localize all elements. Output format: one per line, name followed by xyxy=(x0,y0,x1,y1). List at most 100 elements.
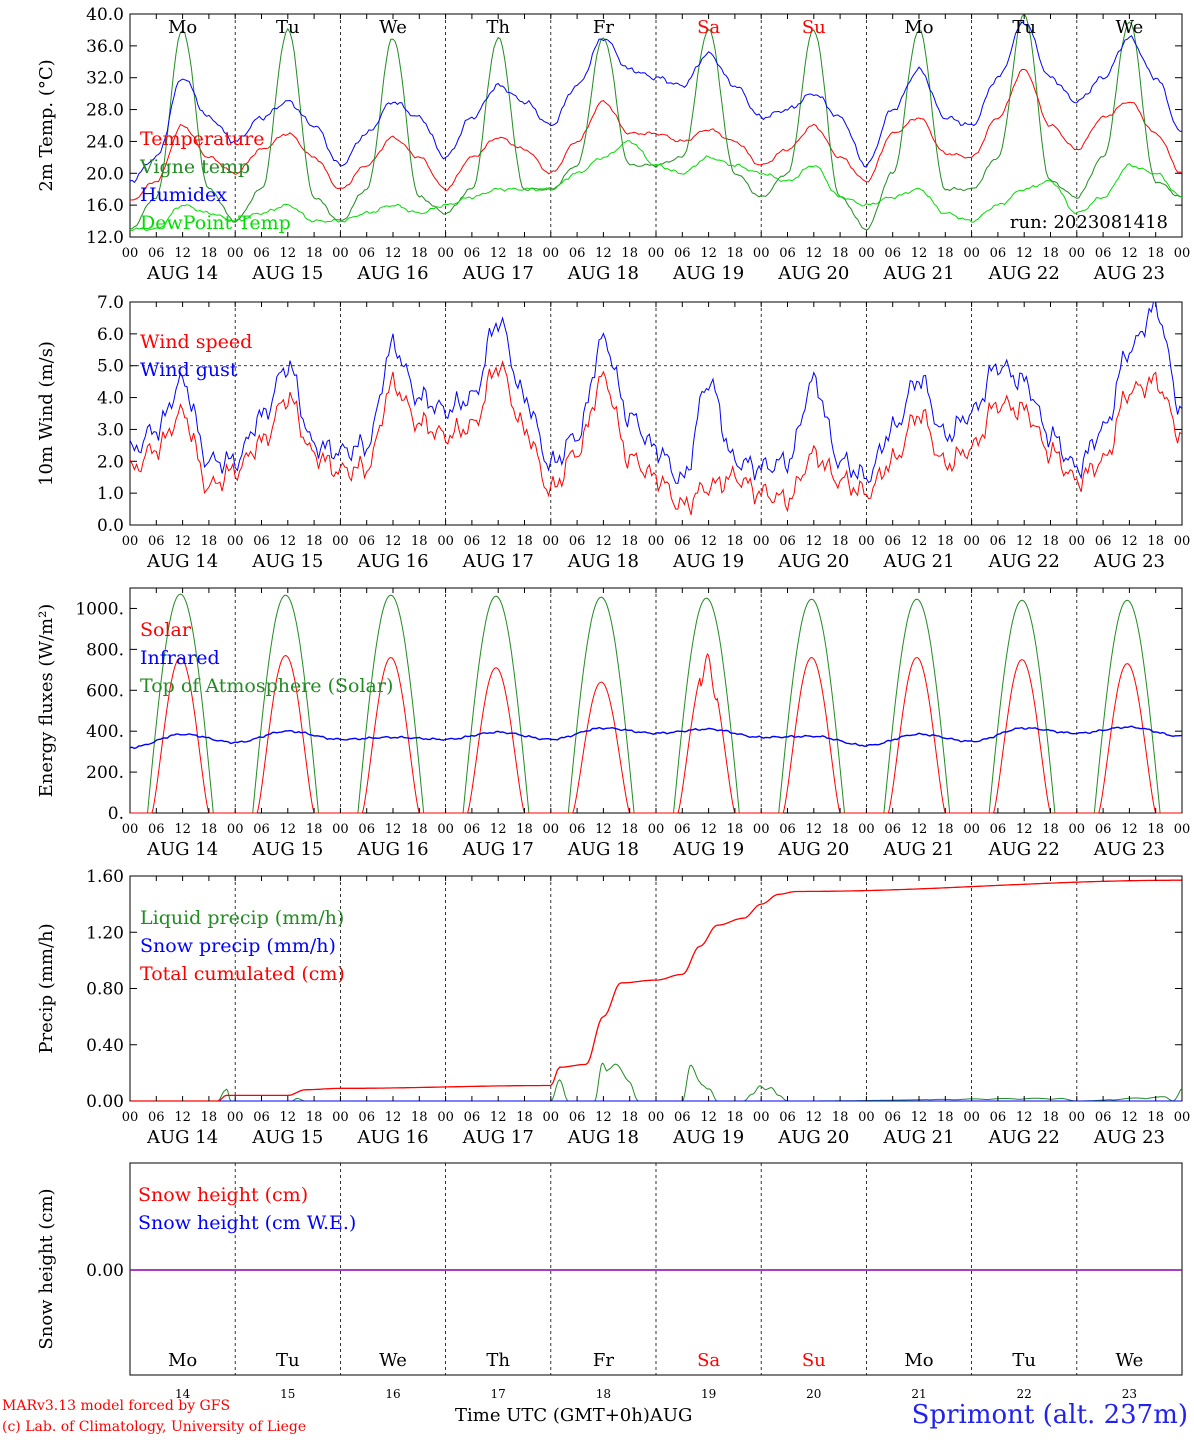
date-label: AUG 20 xyxy=(777,839,849,860)
hour-tick-label: 00 xyxy=(122,246,139,261)
station-name: Sprimont (alt. 237m) xyxy=(911,1400,1188,1430)
hour-tick-label: 12 xyxy=(174,822,191,837)
hour-tick-label: 12 xyxy=(911,1110,928,1125)
model-credit: MARv3.13 model forced by GFS xyxy=(2,1398,231,1414)
hour-tick-label: 00 xyxy=(753,534,770,549)
hour-tick-label: 06 xyxy=(779,246,796,261)
y-tick-label: 3.0 xyxy=(97,420,124,440)
weekday-label: Su xyxy=(802,1350,826,1371)
date-label: AUG 19 xyxy=(672,1127,744,1148)
hour-tick-label: 00 xyxy=(1174,534,1191,549)
date-label: AUG 22 xyxy=(988,551,1060,572)
hour-tick-label: 12 xyxy=(174,246,191,261)
hour-tick-label: 12 xyxy=(280,1110,297,1125)
hour-tick-label: 12 xyxy=(174,534,191,549)
date-label: AUG 21 xyxy=(882,839,954,860)
hour-tick-label: 12 xyxy=(1016,822,1033,837)
weekday-label: Th xyxy=(486,1350,510,1371)
hour-tick-label: 12 xyxy=(385,1110,402,1125)
date-label: AUG 16 xyxy=(356,839,428,860)
hour-tick-label: 06 xyxy=(148,822,165,837)
hour-tick-label: 00 xyxy=(858,246,875,261)
hour-tick-label: 18 xyxy=(1042,1110,1059,1125)
hour-tick-label: 06 xyxy=(674,246,691,261)
hour-tick-label: 12 xyxy=(490,1110,507,1125)
date-label: AUG 23 xyxy=(1093,839,1165,860)
hour-tick-label: 06 xyxy=(1095,1110,1112,1125)
hour-tick-label: 06 xyxy=(1095,534,1112,549)
y-tick-label: 36.0 xyxy=(86,37,124,57)
hour-tick-label: 00 xyxy=(543,534,560,549)
y-tick-label: 20.0 xyxy=(86,164,124,184)
y-tick-label: 600. xyxy=(86,681,124,701)
y-tick-label: 12.0 xyxy=(86,228,124,248)
legend-entry: Snow precip (mm/h) xyxy=(140,935,336,957)
hour-tick-label: 12 xyxy=(280,246,297,261)
hour-tick-label: 12 xyxy=(490,246,507,261)
hour-tick-label: 18 xyxy=(201,822,218,837)
hour-tick-label: 00 xyxy=(963,822,980,837)
hour-tick-label: 00 xyxy=(648,1110,665,1125)
hour-tick-label: 06 xyxy=(1095,822,1112,837)
hour-tick-label: 18 xyxy=(621,822,638,837)
date-label: AUG 17 xyxy=(462,263,534,284)
hour-tick-label: 12 xyxy=(700,246,717,261)
date-label: AUG 20 xyxy=(777,551,849,572)
hour-tick-label: 00 xyxy=(122,534,139,549)
hour-tick-label: 00 xyxy=(227,534,244,549)
y-axis-label: Precip (mm/h) xyxy=(36,923,57,1053)
hour-tick-label: 06 xyxy=(779,534,796,549)
hour-tick-label: 06 xyxy=(674,822,691,837)
run-label: run: 2023081418 xyxy=(1010,212,1168,233)
hour-tick-label: 06 xyxy=(674,1110,691,1125)
hour-tick-label: 00 xyxy=(332,246,349,261)
hour-tick-label: 06 xyxy=(990,1110,1007,1125)
day-number-label: 23 xyxy=(1122,1387,1137,1401)
weekday-label: We xyxy=(1116,1350,1144,1371)
hour-tick-label: 12 xyxy=(595,246,612,261)
hour-tick-label: 12 xyxy=(911,246,928,261)
date-label: AUG 14 xyxy=(146,551,218,572)
weekday-label: Mo xyxy=(904,1350,933,1371)
hour-tick-label: 12 xyxy=(1121,822,1138,837)
hour-tick-label: 00 xyxy=(1069,1110,1086,1125)
y-axis-label: 10m Wind (m/s) xyxy=(36,341,57,486)
hour-tick-label: 06 xyxy=(569,534,586,549)
hour-tick-label: 18 xyxy=(201,534,218,549)
hour-tick-label: 12 xyxy=(490,822,507,837)
legend-entry: Wind gust xyxy=(140,359,238,381)
hour-tick-label: 18 xyxy=(516,822,533,837)
hour-tick-label: 00 xyxy=(858,1110,875,1125)
hour-tick-label: 06 xyxy=(148,1110,165,1125)
legend-entry: Total cumulated (cm) xyxy=(140,963,345,985)
hour-tick-label: 18 xyxy=(937,1110,954,1125)
date-label: AUG 19 xyxy=(672,551,744,572)
y-tick-label: 800. xyxy=(86,640,124,660)
hour-tick-label: 00 xyxy=(122,822,139,837)
date-label: AUG 22 xyxy=(988,1127,1060,1148)
date-label: AUG 17 xyxy=(462,839,534,860)
hour-tick-label: 00 xyxy=(227,246,244,261)
legend-entry: Solar xyxy=(140,619,192,641)
hour-tick-label: 18 xyxy=(937,534,954,549)
y-axis-label: Snow height (cm) xyxy=(36,1188,57,1349)
y-tick-label: 5.0 xyxy=(97,357,124,377)
y-tick-label: 2.0 xyxy=(97,452,124,472)
day-number-label: 18 xyxy=(596,1387,611,1401)
legend-entry: Wind speed xyxy=(140,331,252,353)
hour-tick-label: 06 xyxy=(779,1110,796,1125)
hour-tick-label: 06 xyxy=(358,534,375,549)
legend-entry: Snow height (cm) xyxy=(138,1184,308,1206)
series-line-vigne-temp xyxy=(129,13,1182,231)
hour-tick-label: 00 xyxy=(437,822,454,837)
hour-tick-label: 12 xyxy=(385,534,402,549)
hour-tick-label: 18 xyxy=(937,246,954,261)
y-tick-label: 1.20 xyxy=(86,923,124,943)
y-tick-label: 0.40 xyxy=(86,1036,124,1056)
date-label: AUG 19 xyxy=(672,263,744,284)
date-label: AUG 14 xyxy=(146,263,218,284)
hour-tick-label: 06 xyxy=(464,246,481,261)
hour-tick-label: 18 xyxy=(727,534,744,549)
hour-tick-label: 00 xyxy=(437,246,454,261)
